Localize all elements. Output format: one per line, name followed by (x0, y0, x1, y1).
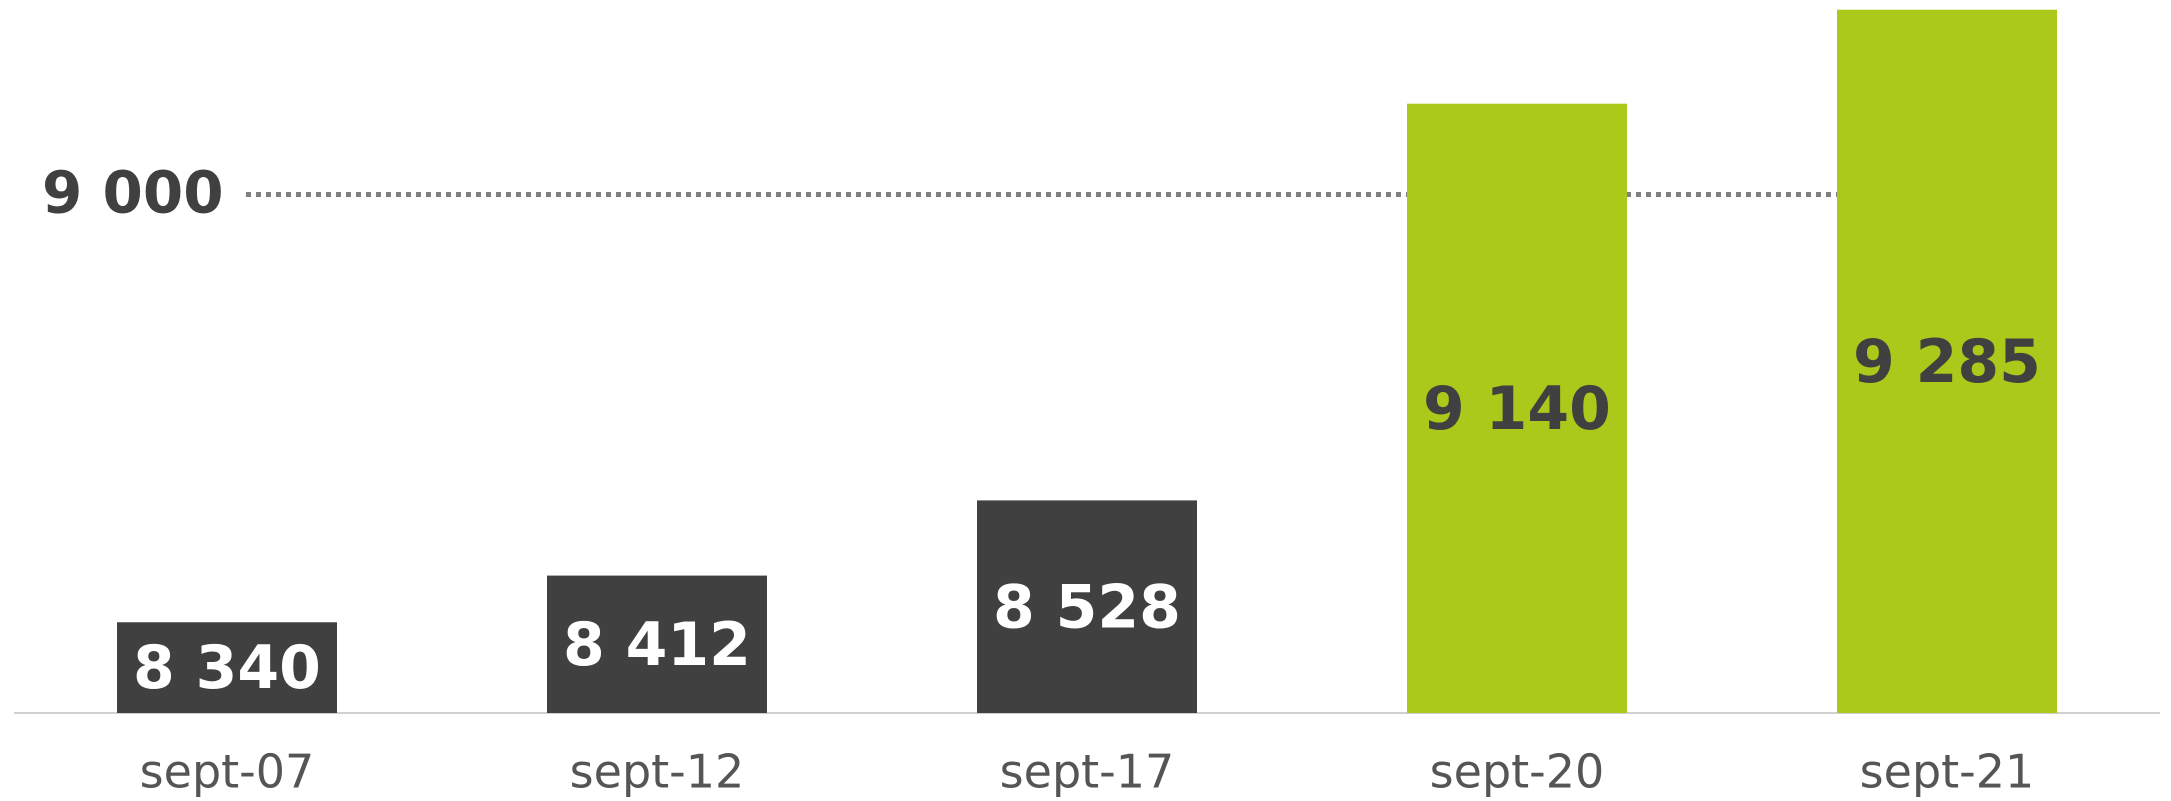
x-tick-label: sept-12 (570, 745, 745, 799)
value-label: 9 285 (1853, 327, 2041, 397)
x-tick-label: sept-07 (140, 745, 315, 799)
value-label: 8 412 (563, 610, 751, 680)
bar (117, 622, 337, 713)
value-label: 9 140 (1423, 374, 1611, 444)
reference-label: 9 000 (42, 159, 224, 227)
x-tick-label: sept-17 (1000, 745, 1175, 799)
bar (1407, 103, 1627, 713)
bar (977, 500, 1197, 713)
x-tick-label: sept-20 (1430, 745, 1605, 799)
value-label: 8 528 (993, 572, 1181, 642)
value-label: 8 340 (133, 633, 321, 703)
bar (547, 575, 767, 713)
bar (1837, 9, 2057, 714)
x-tick-label: sept-21 (1860, 745, 2035, 799)
